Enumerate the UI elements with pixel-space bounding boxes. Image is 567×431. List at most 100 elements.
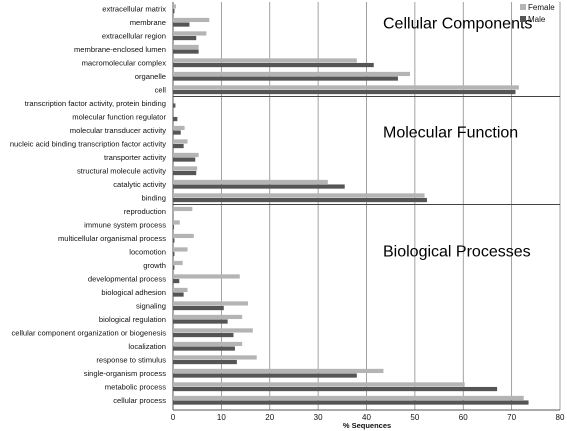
bar-male: [173, 35, 197, 41]
section-title: Molecular Function: [383, 125, 518, 142]
bar-female: [173, 274, 240, 279]
category-label: signaling: [136, 302, 166, 311]
x-tick-label: 70: [507, 413, 516, 422]
bar-female: [173, 260, 183, 266]
bar-female: [173, 179, 328, 185]
bar-male: [173, 238, 175, 243]
category-label: cell: [155, 86, 167, 95]
bar-male: [173, 373, 357, 378]
bar-male: [173, 251, 175, 257]
bar-female: [173, 85, 519, 90]
bar-female: [173, 206, 193, 212]
bar-female: [173, 17, 210, 23]
category-label: cellular process: [113, 396, 166, 405]
x-tick-label: 40: [362, 413, 371, 422]
x-tick-label: 10: [217, 413, 226, 422]
legend-swatch-female: [520, 4, 526, 10]
bar-female: [173, 31, 207, 36]
bar-male: [173, 346, 235, 351]
bar-female: [173, 301, 248, 306]
x-tick-label: 20: [265, 413, 274, 422]
x-tick-label: 50: [410, 413, 419, 422]
bar-female: [173, 193, 425, 198]
category-label: biological adhesion: [101, 288, 166, 297]
bar-male: [173, 116, 178, 122]
category-label: molecular transducer activity: [70, 126, 166, 135]
section-title: Cellular Components: [383, 15, 532, 32]
bar-male: [173, 305, 224, 311]
bar-female: [173, 368, 384, 374]
category-labels: extracellular matrix membrane extracellula…: [10, 5, 167, 405]
bar-male: [173, 265, 175, 270]
gridlines: [172, 2, 561, 411]
bar-male: [173, 224, 174, 230]
bar-female: [173, 341, 243, 347]
category-label: catalytic activity: [113, 180, 166, 189]
category-label: membrane: [130, 18, 166, 27]
bar-female: [173, 247, 188, 252]
legend-label-female: Female: [528, 3, 555, 12]
bar-female: [173, 44, 199, 50]
bar-female: [173, 58, 357, 63]
category-label: locomotion: [129, 248, 166, 257]
category-label: structural molecule activity: [77, 167, 166, 176]
bar-female: [173, 382, 465, 387]
category-label: single-organism process: [84, 369, 167, 378]
bar-female: [173, 395, 524, 401]
category-label: membrane-enclosed lumen: [74, 45, 166, 54]
section-title: Biological Processes: [383, 243, 531, 260]
bar-female: [173, 71, 411, 77]
bar-male: [173, 157, 196, 162]
bar-male: [173, 359, 237, 365]
category-label: transporter activity: [104, 153, 166, 162]
bar-female: [173, 139, 188, 144]
x-axis-title: % Sequences: [343, 421, 391, 430]
category-label: multicellular organismal process: [58, 234, 166, 243]
bar-female: [173, 355, 257, 360]
category-label: extracellular matrix: [102, 5, 166, 14]
bar-female: [173, 152, 199, 158]
bar-male: [173, 89, 516, 95]
bar-male: [173, 49, 199, 54]
bar-male: [173, 170, 197, 176]
category-label: response to stimulus: [96, 356, 166, 365]
bar-female: [173, 4, 176, 9]
bar-male: [173, 278, 180, 284]
bar-male: [173, 332, 234, 338]
bar-male: [173, 22, 190, 27]
legend: Female Male: [520, 3, 555, 24]
bar-female: [173, 314, 243, 320]
bar-female: [173, 166, 198, 171]
bar-male: [173, 143, 184, 149]
bars: [173, 4, 529, 405]
section-dividers: [173, 96, 560, 205]
bar-male: [173, 292, 184, 297]
x-tick-label: 0: [171, 413, 176, 422]
category-label: organelle: [135, 72, 166, 81]
category-label: molecular function regulator: [72, 113, 166, 122]
category-label: metabolic process: [105, 383, 166, 392]
bar-male: [173, 386, 498, 392]
bar-female: [173, 220, 180, 225]
category-label: extracellular region: [102, 32, 166, 41]
bar-female: [173, 328, 253, 333]
legend-label-male: Male: [528, 15, 546, 24]
category-label: biological regulation: [99, 315, 166, 324]
category-label: cellular component organization or bioge…: [11, 329, 166, 338]
bar-male: [173, 319, 228, 324]
legend-swatch-male: [520, 16, 526, 22]
category-label: developmental process: [88, 275, 166, 284]
bar-male: [173, 400, 529, 405]
bar-female: [173, 233, 194, 239]
bar-female: [173, 125, 185, 131]
category-label: growth: [143, 261, 166, 270]
category-label: binding: [142, 194, 167, 203]
x-tick-label: 60: [459, 413, 468, 422]
x-tick-label: 30: [314, 413, 323, 422]
bar-male: [173, 130, 181, 135]
x-axis-ticks: 0 10 20 30 40 50 60 70 80: [171, 413, 565, 422]
category-label: reproduction: [124, 207, 166, 216]
category-label: immune system process: [84, 221, 166, 230]
x-tick-label: 80: [556, 413, 565, 422]
